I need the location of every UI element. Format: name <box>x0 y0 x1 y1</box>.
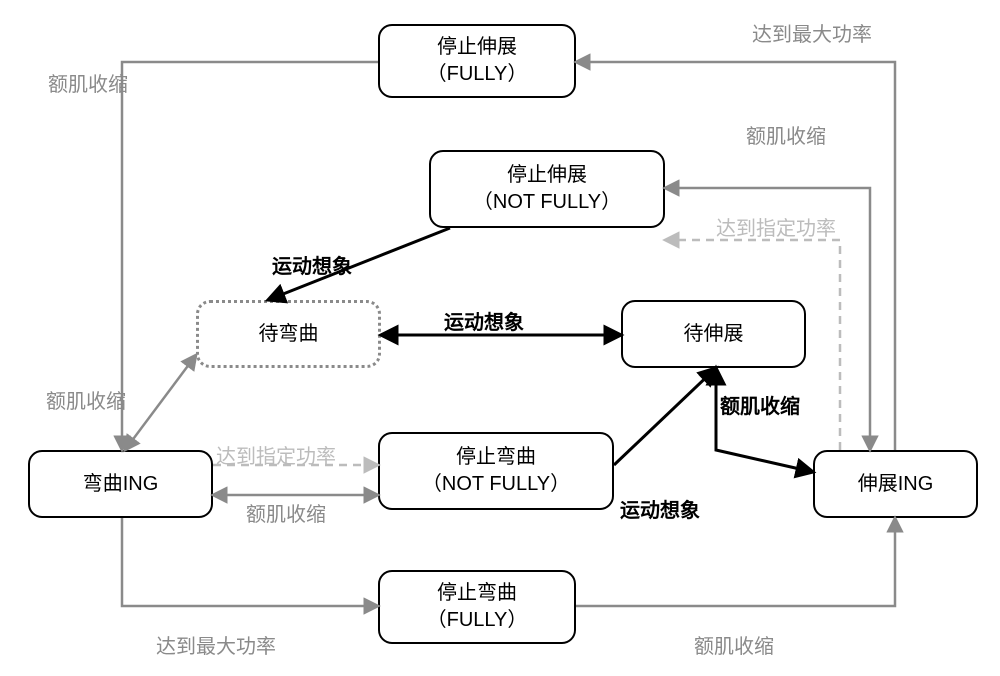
node-label: 停止伸展 <box>507 162 587 189</box>
node-stop-extend-fully: 停止伸展 （FULLY） <box>378 24 576 98</box>
edge-label: 达到指定功率 <box>716 212 836 241</box>
node-label: 待伸展 <box>684 321 744 348</box>
node-stop-bend-notfully: 停止弯曲 （NOT FULLY） <box>378 432 614 510</box>
node-label: 停止弯曲 <box>437 580 517 607</box>
node-to-bend: 待弯曲 <box>196 300 381 368</box>
node-label: 弯曲ING <box>83 471 159 498</box>
node-label-sub: （FULLY） <box>427 61 528 88</box>
edge-label: 达到指定功率 <box>216 440 336 469</box>
node-bending: 弯曲ING <box>28 450 213 518</box>
node-label-sub: （FULLY） <box>427 607 528 634</box>
edge-label: 额肌收缩 <box>48 68 128 97</box>
node-label: 停止伸展 <box>437 34 517 61</box>
edge-label: 运动想象 <box>272 250 352 279</box>
edge-label: 运动想象 <box>620 494 700 523</box>
node-label-sub: （NOT FULLY） <box>473 189 621 216</box>
node-stop-bend-fully: 停止弯曲 （FULLY） <box>378 570 576 644</box>
node-stop-extend-notfully: 停止伸展 （NOT FULLY） <box>429 150 665 228</box>
edge-label: 达到最大功率 <box>752 18 872 47</box>
edge-label: 额肌收缩 <box>46 385 126 414</box>
edge-label: 额肌收缩 <box>746 120 826 149</box>
edge-label: 额肌收缩 <box>694 630 774 659</box>
node-label-sub: （NOT FULLY） <box>422 471 570 498</box>
edge-label: 额肌收缩 <box>720 390 800 419</box>
node-label: 停止弯曲 <box>456 444 536 471</box>
node-to-extend: 待伸展 <box>621 300 806 368</box>
node-label: 待弯曲 <box>259 321 319 348</box>
edge-label: 运动想象 <box>444 306 524 335</box>
edge-label: 额肌收缩 <box>246 498 326 527</box>
edge-label: 达到最大功率 <box>156 630 276 659</box>
node-label: 伸展ING <box>858 471 934 498</box>
node-extending: 伸展ING <box>813 450 978 518</box>
